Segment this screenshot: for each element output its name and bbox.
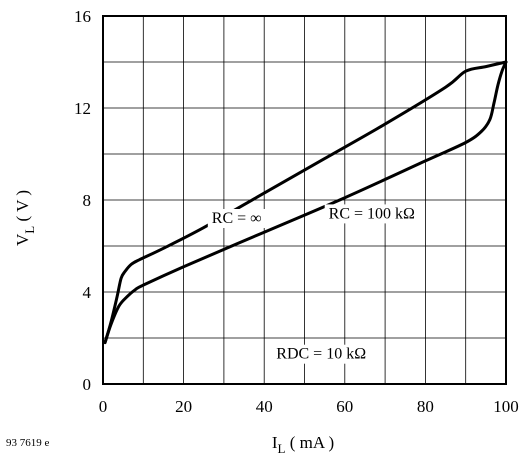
annotation-background — [324, 204, 420, 224]
x-tick-label: 20 — [175, 397, 192, 416]
annotation-text: RDC = 10 kΩ — [276, 346, 366, 363]
annotation: RDC = 10 kΩ — [272, 344, 371, 364]
annotation-background — [207, 209, 266, 228]
y-axis-label: VL ( V ) — [13, 190, 37, 246]
annotation: RC = ∞ — [207, 209, 266, 228]
annotation-background — [272, 344, 371, 364]
annotation: RC = 100 kΩ — [324, 204, 420, 224]
y-tick-label: 0 — [83, 375, 92, 394]
x-axis-label-main: I — [272, 433, 278, 452]
x-tick-label: 100 — [493, 397, 519, 416]
annotations: RC = ∞ RC = 100 kΩ RDC = 10 kΩ — [207, 204, 420, 364]
y-tick-labels: 0 4 8 12 16 — [74, 7, 92, 394]
y-axis-label-main: V — [13, 233, 32, 246]
x-tick-label: 60 — [336, 397, 353, 416]
y-tick-label: 8 — [83, 191, 92, 210]
x-tick-labels: 0 20 40 60 80 100 — [99, 397, 519, 416]
y-tick-label: 4 — [83, 283, 92, 302]
annotation-text: RC = 100 kΩ — [329, 205, 415, 222]
x-axis-label: IL ( mA ) — [272, 433, 334, 456]
annotation-text: RC = ∞ — [212, 210, 262, 227]
x-tick-label: 0 — [99, 397, 108, 416]
plot-frame — [102, 15, 507, 385]
x-tick-label: 80 — [417, 397, 434, 416]
grid — [103, 16, 506, 384]
y-axis-label-subscript: L — [22, 226, 37, 234]
y-tick-label: 16 — [74, 7, 91, 26]
series-line-2 — [103, 60, 508, 345]
y-axis-label-unit: ( V ) — [13, 190, 32, 226]
y-tick-label: 12 — [74, 99, 91, 118]
x-axis-label-subscript: L — [278, 441, 286, 456]
series-layer — [103, 60, 508, 345]
figure-reference: 93 7619 e — [6, 437, 50, 449]
series-line-1 — [103, 60, 508, 345]
x-axis-label-unit: ( mA ) — [285, 433, 334, 452]
x-tick-label: 40 — [256, 397, 273, 416]
